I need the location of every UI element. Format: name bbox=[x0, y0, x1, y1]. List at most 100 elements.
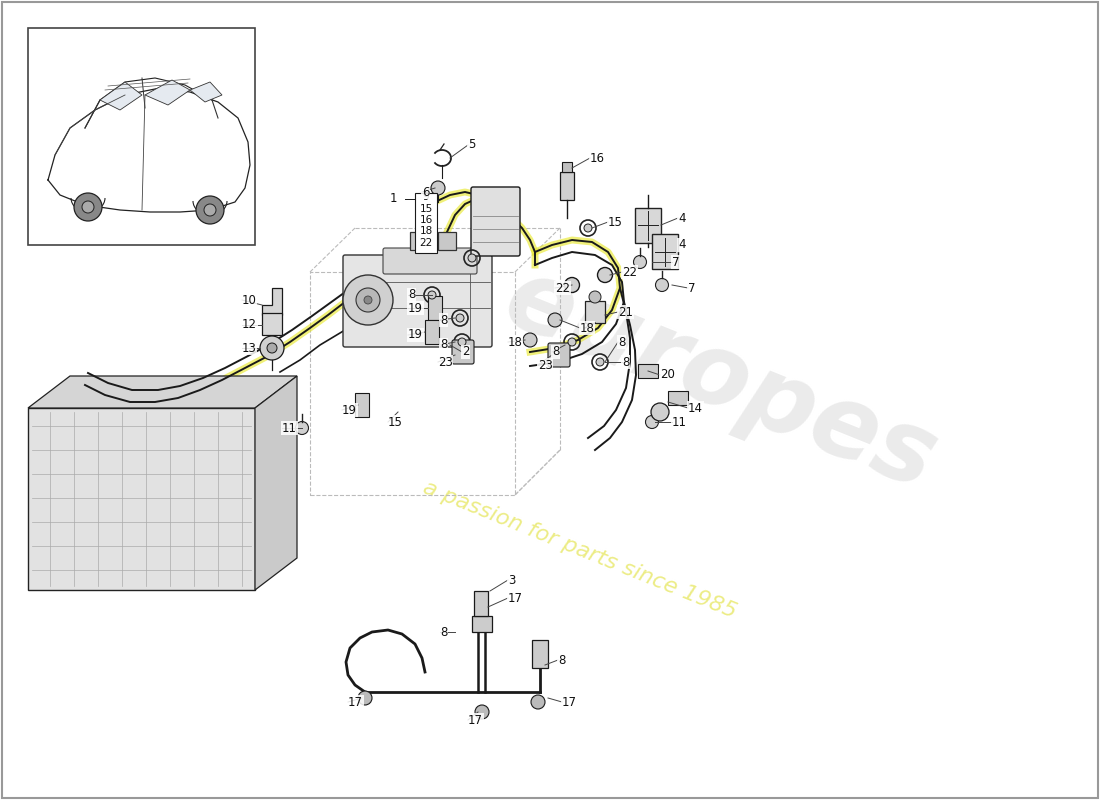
Text: 15: 15 bbox=[388, 415, 403, 429]
Text: 23: 23 bbox=[538, 358, 553, 371]
Bar bbox=[28, 408, 255, 590]
Circle shape bbox=[260, 336, 284, 360]
Circle shape bbox=[588, 291, 601, 303]
Circle shape bbox=[634, 255, 647, 269]
Text: 16: 16 bbox=[590, 151, 605, 165]
Bar bbox=[262, 313, 282, 335]
Bar bbox=[425, 320, 439, 344]
Text: 19: 19 bbox=[408, 302, 424, 314]
Polygon shape bbox=[255, 376, 297, 590]
Text: 11: 11 bbox=[672, 415, 688, 429]
Bar bbox=[532, 640, 548, 668]
Text: 14: 14 bbox=[688, 402, 703, 414]
FancyBboxPatch shape bbox=[343, 255, 492, 347]
FancyBboxPatch shape bbox=[471, 187, 520, 256]
Text: 16: 16 bbox=[419, 215, 432, 225]
Circle shape bbox=[475, 705, 490, 719]
Bar bbox=[428, 296, 442, 320]
Text: 17: 17 bbox=[468, 714, 483, 726]
Text: a passion for parts since 1985: a passion for parts since 1985 bbox=[420, 478, 739, 622]
Circle shape bbox=[82, 201, 94, 213]
Circle shape bbox=[564, 278, 580, 293]
Bar bbox=[355, 393, 368, 417]
Circle shape bbox=[584, 224, 592, 232]
Circle shape bbox=[364, 296, 372, 304]
Text: 15: 15 bbox=[608, 215, 623, 229]
Circle shape bbox=[204, 204, 216, 216]
Text: 10: 10 bbox=[242, 294, 257, 306]
Polygon shape bbox=[100, 82, 142, 110]
Bar bbox=[668, 391, 688, 405]
Bar bbox=[585, 301, 605, 323]
Bar bbox=[410, 232, 428, 250]
Circle shape bbox=[597, 267, 613, 282]
Text: 17: 17 bbox=[508, 591, 522, 605]
Circle shape bbox=[596, 358, 604, 366]
Text: 1: 1 bbox=[389, 193, 397, 206]
Circle shape bbox=[456, 314, 464, 322]
Circle shape bbox=[646, 415, 659, 429]
Text: 8: 8 bbox=[552, 346, 560, 358]
Circle shape bbox=[458, 338, 466, 346]
Text: 22: 22 bbox=[556, 282, 570, 294]
Bar bbox=[562, 162, 572, 172]
Bar bbox=[560, 172, 574, 200]
Bar bbox=[415, 193, 437, 253]
Text: 8: 8 bbox=[440, 314, 448, 326]
Circle shape bbox=[656, 278, 669, 291]
Polygon shape bbox=[190, 82, 222, 102]
Text: 22: 22 bbox=[621, 266, 637, 278]
Text: 7: 7 bbox=[672, 255, 680, 269]
Circle shape bbox=[74, 193, 102, 221]
Text: 8: 8 bbox=[408, 289, 416, 302]
Text: 2: 2 bbox=[462, 346, 470, 358]
Circle shape bbox=[343, 275, 393, 325]
FancyBboxPatch shape bbox=[452, 340, 474, 364]
Polygon shape bbox=[262, 288, 282, 315]
Circle shape bbox=[568, 338, 576, 346]
Text: 17: 17 bbox=[562, 695, 578, 709]
Circle shape bbox=[296, 422, 308, 434]
Circle shape bbox=[356, 288, 380, 312]
Circle shape bbox=[196, 196, 224, 224]
Circle shape bbox=[651, 403, 669, 421]
Circle shape bbox=[468, 254, 476, 262]
Text: 20: 20 bbox=[660, 369, 675, 382]
Text: 3: 3 bbox=[508, 574, 516, 586]
Text: 8: 8 bbox=[558, 654, 565, 666]
Polygon shape bbox=[28, 376, 297, 408]
Text: europes: europes bbox=[491, 250, 949, 510]
Text: 8: 8 bbox=[440, 338, 448, 351]
Bar bbox=[438, 232, 456, 250]
Bar bbox=[652, 234, 678, 270]
Text: 19: 19 bbox=[342, 403, 358, 417]
Text: 4: 4 bbox=[678, 211, 685, 225]
Bar bbox=[28, 28, 255, 245]
Bar bbox=[474, 591, 488, 616]
Text: 6: 6 bbox=[422, 186, 429, 198]
Text: 19: 19 bbox=[408, 329, 424, 342]
FancyBboxPatch shape bbox=[383, 248, 477, 274]
Text: 5: 5 bbox=[468, 138, 475, 151]
Text: 18: 18 bbox=[580, 322, 595, 334]
Text: 22: 22 bbox=[419, 238, 432, 248]
Text: 17: 17 bbox=[348, 695, 363, 709]
Circle shape bbox=[522, 333, 537, 347]
Text: 13: 13 bbox=[242, 342, 257, 354]
Text: 23: 23 bbox=[438, 355, 453, 369]
Text: 15: 15 bbox=[419, 203, 432, 214]
Text: 18: 18 bbox=[419, 226, 432, 237]
Circle shape bbox=[267, 343, 277, 353]
Text: 7: 7 bbox=[688, 282, 695, 294]
Circle shape bbox=[548, 313, 562, 327]
Bar bbox=[472, 616, 492, 632]
Text: 21: 21 bbox=[618, 306, 632, 318]
Polygon shape bbox=[145, 80, 190, 105]
Text: 4: 4 bbox=[678, 238, 685, 251]
Circle shape bbox=[431, 181, 446, 195]
Circle shape bbox=[358, 691, 372, 705]
Text: 12: 12 bbox=[242, 318, 257, 331]
Text: 8: 8 bbox=[618, 335, 626, 349]
Text: 8: 8 bbox=[621, 355, 629, 369]
Text: 18: 18 bbox=[508, 335, 522, 349]
